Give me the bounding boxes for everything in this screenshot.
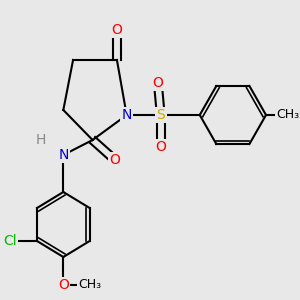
Text: O: O [152, 76, 163, 90]
Text: O: O [110, 153, 120, 167]
Text: N: N [58, 148, 68, 162]
Text: N: N [122, 108, 132, 122]
Text: CH₃: CH₃ [78, 278, 101, 292]
Text: Cl: Cl [3, 234, 16, 248]
Text: H: H [36, 133, 46, 147]
Text: O: O [155, 140, 166, 154]
Text: O: O [112, 23, 122, 37]
Text: S: S [156, 108, 165, 122]
Text: O: O [58, 278, 69, 292]
Text: CH₃: CH₃ [276, 109, 299, 122]
